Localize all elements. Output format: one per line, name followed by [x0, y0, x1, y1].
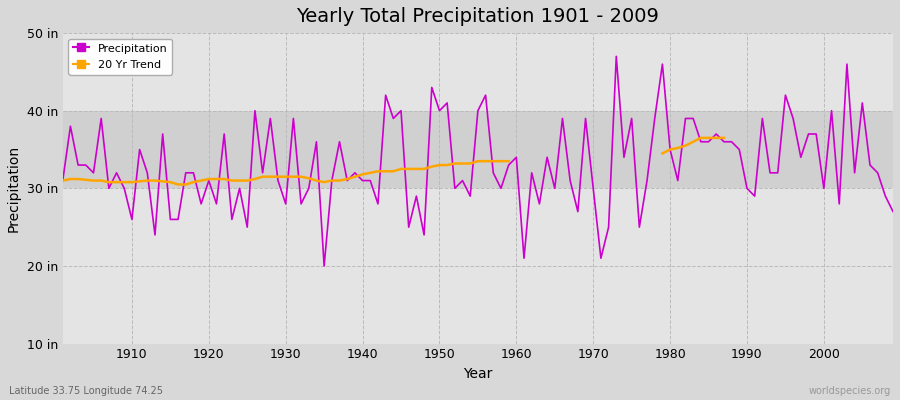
Y-axis label: Precipitation: Precipitation [7, 145, 21, 232]
Text: worldspecies.org: worldspecies.org [809, 386, 891, 396]
Text: Latitude 33.75 Longitude 74.25: Latitude 33.75 Longitude 74.25 [9, 386, 163, 396]
Title: Yearly Total Precipitation 1901 - 2009: Yearly Total Precipitation 1901 - 2009 [296, 7, 660, 26]
Legend: Precipitation, 20 Yr Trend: Precipitation, 20 Yr Trend [68, 39, 173, 75]
Bar [63, 111, 893, 188]
X-axis label: Year: Year [464, 367, 492, 381]
